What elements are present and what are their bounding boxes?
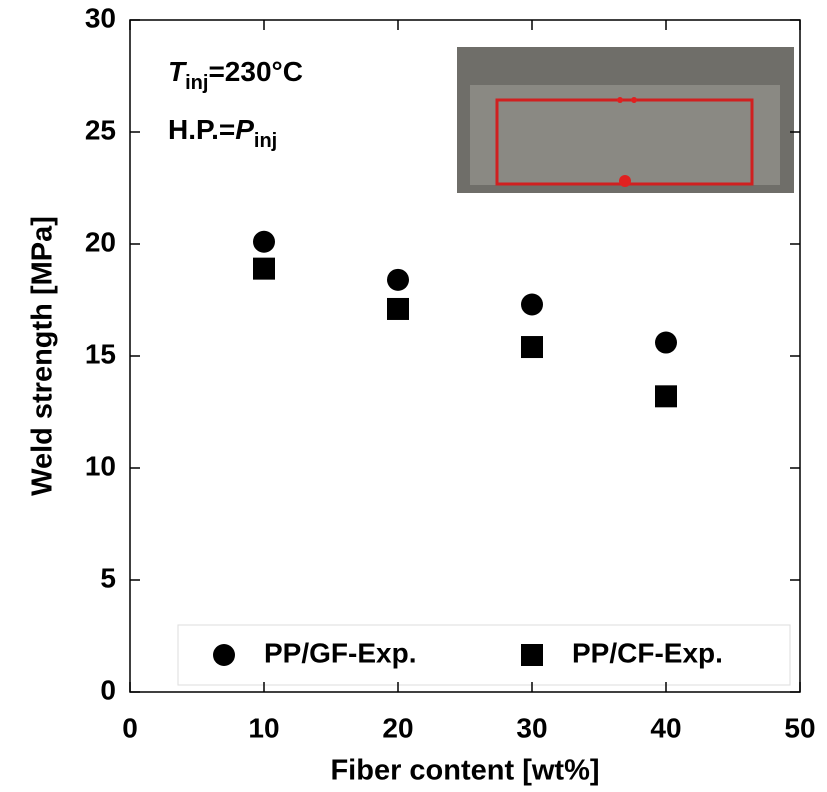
x-tick-label: 20 — [382, 712, 413, 743]
y-axis-label: Weld strength [MPa] — [27, 216, 59, 496]
legend-marker — [521, 644, 543, 666]
data-point — [521, 293, 543, 316]
annotation-sub: inj — [254, 130, 277, 152]
y-tick-label: 20 — [85, 226, 116, 257]
y-tick-label: 30 — [85, 2, 116, 33]
data-point — [387, 268, 409, 291]
y-tick-label: 10 — [85, 450, 116, 481]
data-point — [387, 297, 409, 320]
inset-photo — [457, 47, 794, 193]
annotation: H.P.=Pinj — [168, 114, 277, 152]
x-tick-label: 40 — [650, 712, 681, 743]
x-tick-label: 50 — [784, 712, 815, 743]
legend — [177, 624, 791, 686]
data-point — [253, 257, 275, 280]
data-point — [521, 336, 543, 359]
annotation-text: P — [235, 114, 254, 145]
x-tick-label: 10 — [248, 712, 279, 743]
y-tick-label: 15 — [85, 338, 116, 369]
x-tick-label: 30 — [516, 712, 547, 743]
data-point — [655, 385, 677, 408]
legend-marker — [213, 644, 235, 666]
legend-label: PP/GF-Exp. — [264, 637, 416, 668]
annotation-text: H.P.= — [168, 114, 235, 145]
x-tick-label: 0 — [122, 712, 138, 743]
y-tick-label: 5 — [100, 562, 116, 593]
annotation-text: T — [168, 56, 188, 87]
y-tick-label: 25 — [85, 114, 116, 145]
y-tick-label: 0 — [100, 674, 116, 705]
data-point — [655, 331, 677, 354]
annotation-sub: inj — [185, 72, 208, 94]
data-point — [253, 230, 275, 253]
x-axis-label: Fiber content [wt%] — [330, 755, 599, 787]
annotation-text: =230°C — [208, 56, 303, 87]
annotation: Tinj=230°C — [168, 56, 303, 94]
legend-label: PP/CF-Exp. — [572, 637, 723, 668]
